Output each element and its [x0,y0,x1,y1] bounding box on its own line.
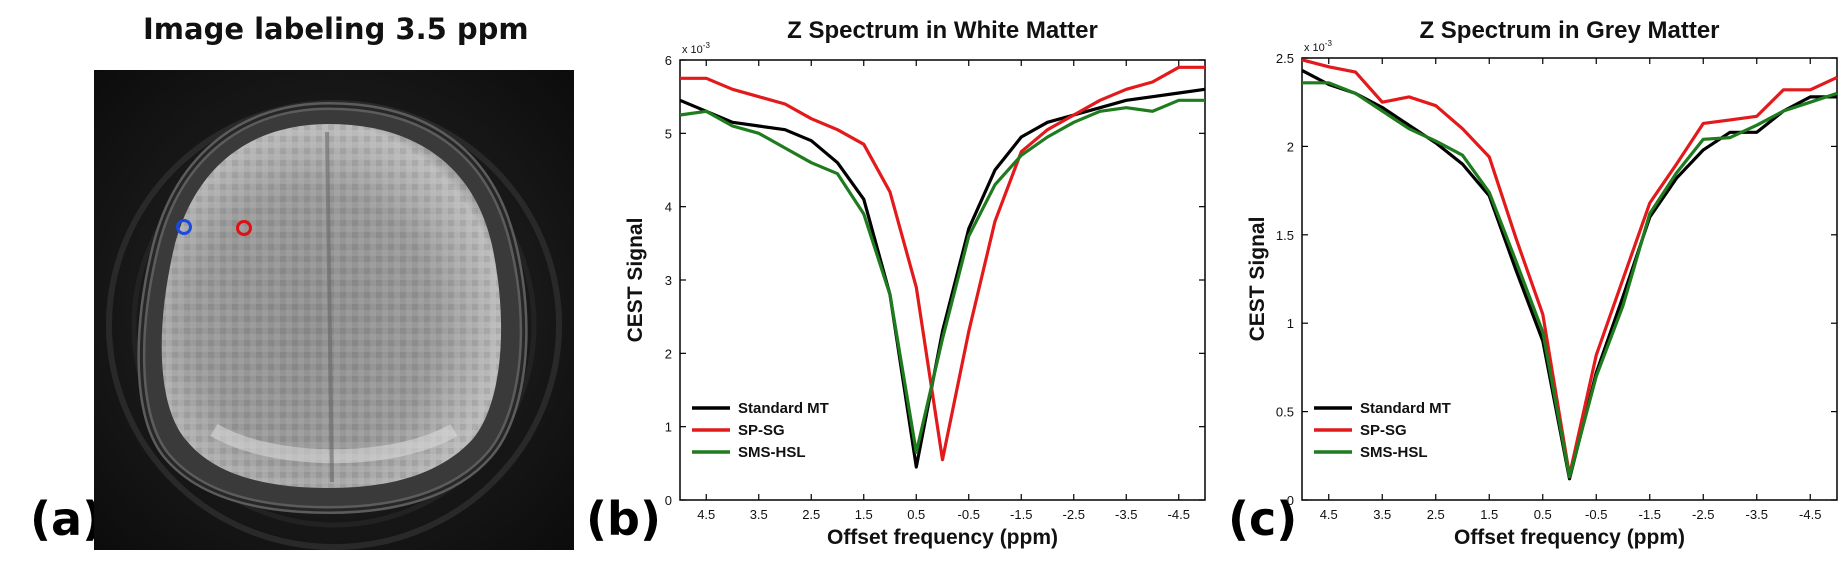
mri-brain-image [94,70,574,550]
y-tick-label: 0 [1287,493,1294,508]
x-tick-label: -4.5 [1799,507,1821,522]
y-axis-label: CEST Signal [624,218,647,343]
y-exponent-label: x 10-3 [1304,39,1332,54]
x-tick-label: -3.5 [1746,507,1768,522]
x-axis-label: Offset frequency (ppm) [827,526,1058,549]
y-tick-label: 1 [1287,316,1294,331]
series-group [679,65,1206,469]
chart-grey-matter: Z Spectrum in Grey Matter 4.5 3.5 2.5 1.5 0.5… [1246,20,1838,549]
legend-label: Standard MT [1360,400,1451,417]
chart-title: Z Spectrum in White Matter [787,20,1098,44]
legend-label: SP-SG [738,422,785,439]
x-tick-label: 1.5 [1480,507,1498,522]
plot-area [679,59,1206,501]
x-axis-label: Offset frequency (ppm) [1454,526,1685,549]
legend-label: Standard MT [738,400,829,417]
x-tick-label: -0.5 [958,507,980,522]
x-tick-label: -4.5 [1168,507,1190,522]
y-tick-label: 2.5 [1276,51,1294,66]
x-tick-label: 0.5 [907,507,925,522]
y-tick-label: 5 [665,126,672,141]
series-line-sms-hsl [1302,81,1838,479]
x-tick-label: 1.5 [855,507,873,522]
y-tick-label: 3 [665,273,672,288]
y-tick-label: 1.5 [1276,228,1294,243]
series-line-standard-mt [1301,68,1837,481]
series-line-standard-mt [679,87,1206,469]
x-tick-label: 3.5 [1373,507,1391,522]
x-tick-label: 2.5 [802,507,820,522]
y-tick-label: 2 [665,346,672,361]
panel-a-title: Image labeling 3.5 ppm [143,12,529,46]
x-tick-label: 0.5 [1534,507,1552,522]
y-tick-label: 1 [665,420,672,435]
x-tick-label: 3.5 [750,507,768,522]
panel-a-letter: (a) [30,492,104,546]
x-tick-label: 4.5 [697,507,715,522]
legend-label: SP-SG [1360,422,1407,439]
x-tick-label: -1.5 [1639,507,1661,522]
x-tick-label: 2.5 [1427,507,1445,522]
panel-b-letter: (b) [586,492,661,546]
chart-white-matter: Z Spectrum in White Matter 4.5 3.5 2.5 1.5 0.… [624,20,1206,549]
chart-title: Z Spectrum in Grey Matter [1419,20,1719,44]
x-tick-label: -0.5 [1585,507,1607,522]
legend-label: SMS-HSL [1360,444,1428,461]
x-tick-label: -1.5 [1010,507,1032,522]
y-tick-label: 0 [665,493,672,508]
x-tick-label: -2.5 [1692,507,1714,522]
y-axis-label: CEST Signal [1246,217,1269,342]
x-tick-label: -2.5 [1063,507,1085,522]
legend-label: SMS-HSL [738,444,806,461]
y-tick-label: 6 [665,53,672,68]
y-tick-label: 0.5 [1276,405,1294,420]
white-matter-roi-marker [236,220,252,236]
x-tick-label: 4.5 [1320,507,1338,522]
y-tick-label: 2 [1287,139,1294,154]
series-line-sp-sg [680,65,1205,462]
y-tick-label: 4 [665,200,672,215]
series-line-sms-hsl [679,98,1205,454]
series-group [1301,58,1838,481]
grey-matter-roi-marker [176,219,192,235]
y-exponent-label: x 10-3 [682,41,710,56]
x-tick-label: -3.5 [1115,507,1137,522]
panel-c-letter: (c) [1228,492,1298,546]
